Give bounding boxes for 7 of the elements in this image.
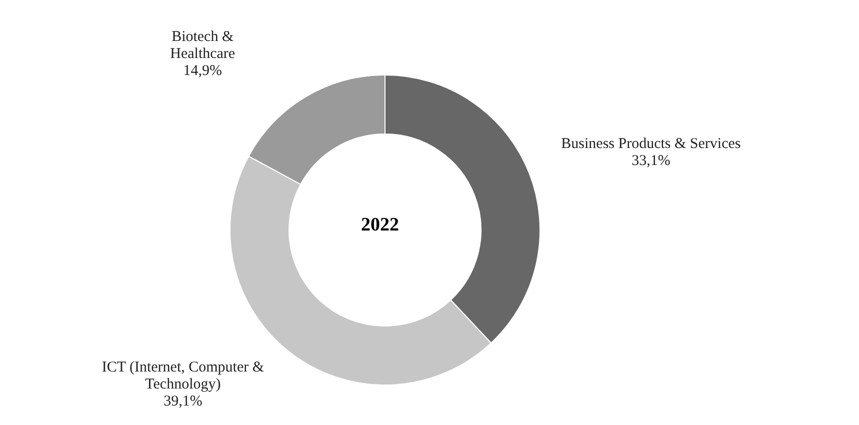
data-label: 33,1% [632,152,670,169]
slice-label: ICT (Internet, Computer & Technology) [102,359,264,392]
data-label: 39,1% [164,393,202,410]
data-label: 14,9% [183,63,222,80]
slice-label: Business Products & Services [561,136,741,152]
slice-label: Biotech & Healthcare [170,29,236,62]
text: 2022 [361,214,399,236]
